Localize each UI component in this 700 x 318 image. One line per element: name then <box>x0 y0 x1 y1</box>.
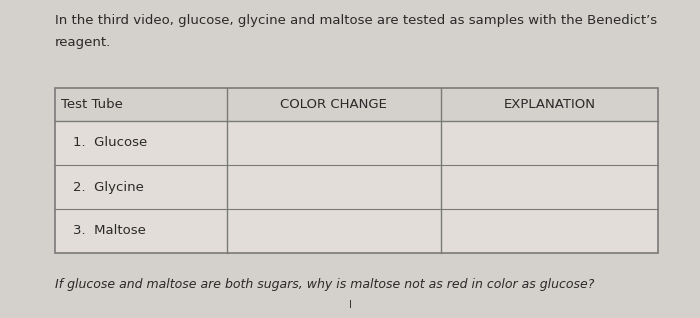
Text: EXPLANATION: EXPLANATION <box>503 98 596 111</box>
Text: 2.  Glycine: 2. Glycine <box>73 181 144 193</box>
Text: 1.  Glucose: 1. Glucose <box>73 136 147 149</box>
Bar <box>55 88 658 121</box>
Text: reagent.: reagent. <box>55 36 111 49</box>
Text: I: I <box>349 300 351 310</box>
Bar <box>55 121 658 253</box>
Text: If glucose and maltose are both sugars, why is maltose not as red in color as gl: If glucose and maltose are both sugars, … <box>55 278 594 291</box>
Text: 3.  Maltose: 3. Maltose <box>73 225 146 238</box>
Text: Test Tube: Test Tube <box>61 98 123 111</box>
Bar <box>55 88 658 253</box>
Text: In the third video, glucose, glycine and maltose are tested as samples with the : In the third video, glucose, glycine and… <box>55 14 657 27</box>
Text: COLOR CHANGE: COLOR CHANGE <box>281 98 387 111</box>
